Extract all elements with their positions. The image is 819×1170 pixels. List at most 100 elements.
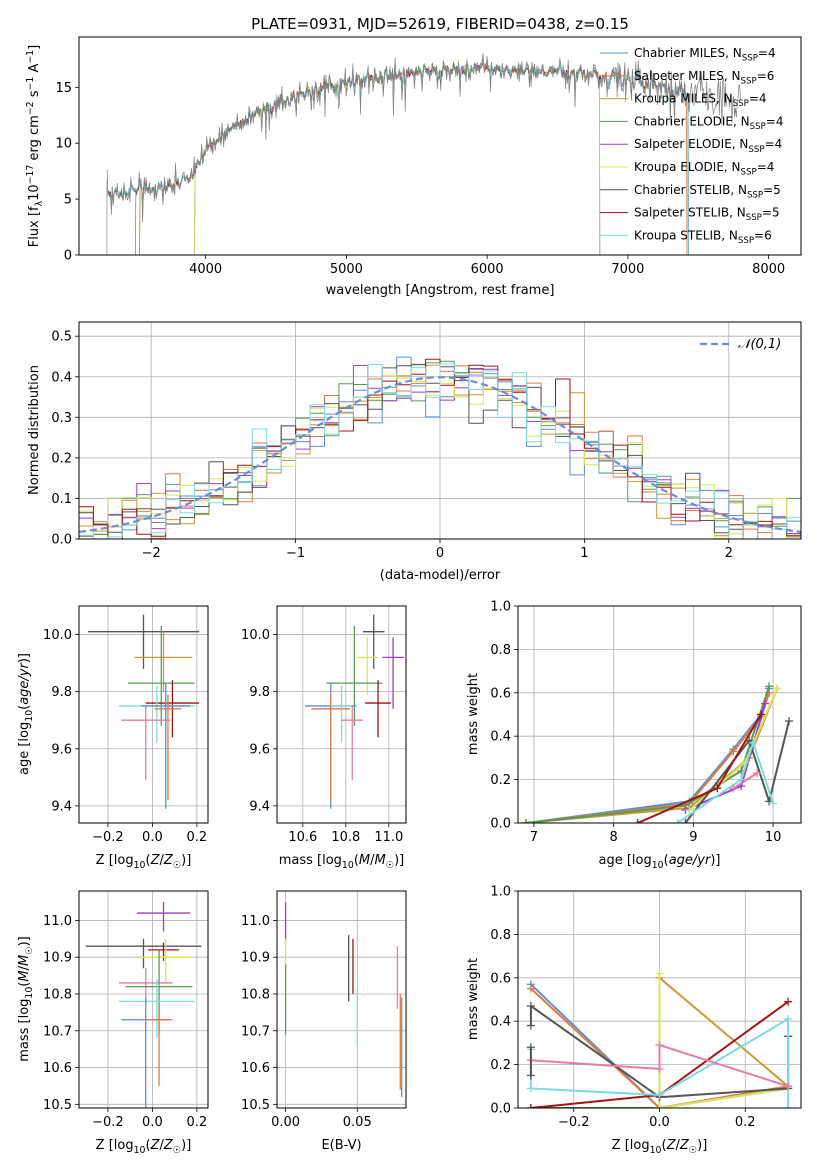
plot-area <box>79 356 801 539</box>
y-tick-label: 9.8 <box>51 685 72 700</box>
plot-area <box>526 969 793 1108</box>
mass-weight-line <box>525 688 771 823</box>
legend-label: Salpeter ELODIE, NSSP=4 <box>634 137 782 155</box>
x-axis-label: wavelength [Angstrom, rest frame] <box>326 283 555 298</box>
y-tick-label: 1.0 <box>490 885 511 900</box>
y-tick-label: 0.5 <box>51 330 72 345</box>
error-bar <box>87 614 200 669</box>
error-bar <box>145 1008 173 1086</box>
y-tick-label: 0.8 <box>490 643 511 658</box>
ticks: −0.2 0.0 0.2 0.0 0.2 0.4 0.6 0.8 1.0 <box>490 885 755 1131</box>
y-tick-label: 10.0 <box>241 628 270 643</box>
plot-area <box>87 614 200 809</box>
x-axis-label: mass [log10(M/M☉)] <box>279 853 405 871</box>
error-bar <box>85 938 202 969</box>
error-bar <box>119 979 195 1039</box>
mass-weight-line <box>530 1044 789 1088</box>
y-tick-label: 0.2 <box>490 773 511 788</box>
axes-frame <box>517 890 802 1109</box>
ticks: 4000 5000 6000 7000 8000 0 5 10 15 <box>55 81 785 277</box>
grid <box>277 606 406 823</box>
x-tick-label: 0.05 <box>343 1115 372 1130</box>
y-tick-label: 10.0 <box>43 628 72 643</box>
axes-frame <box>276 605 407 824</box>
y-tick-label: 15 <box>55 81 72 96</box>
axes-frame <box>78 605 209 824</box>
ticks: −0.2 0.0 0.2 10.5 10.6 10.7 10.8 10.9 11.0 <box>43 914 207 1130</box>
legend-label: Kroupa ELODIE, NSSP=4 <box>634 160 774 178</box>
x-tick-label: 7 <box>530 830 538 845</box>
x-tick-label: −0.2 <box>92 1115 124 1130</box>
y-axis-label: Normed distribution <box>27 365 42 495</box>
y-tick-label: 0.6 <box>490 686 511 701</box>
error-bar <box>119 685 195 744</box>
y-tick-label: 0.0 <box>51 533 72 548</box>
ticks: 7 8 9 10 0.0 0.2 0.4 0.6 0.8 1.0 <box>490 600 781 846</box>
mass-weight-line <box>658 973 789 1108</box>
y-tick-label: 0.0 <box>490 817 511 832</box>
error-bar <box>363 614 385 669</box>
x-tick-label: 0 <box>436 546 444 561</box>
y-tick-label: 10.6 <box>43 1061 72 1076</box>
error-bar <box>341 705 363 781</box>
x-tick-label: 6000 <box>471 262 504 277</box>
age-massweight-panel: 7 8 9 10 0.0 0.2 0.4 0.6 0.8 1.0 age [log10(age/yr… <box>466 600 802 871</box>
mass-weight-line <box>525 688 779 823</box>
y-tick-label: 0.0 <box>490 1102 511 1117</box>
spectrum-model-line <box>194 57 601 255</box>
z-mass-panel: −0.2 0.0 0.2 10.5 10.6 10.7 10.8 10.9 11.0 Z [log… <box>17 890 209 1156</box>
mass-age-panel: 10.6 10.8 11.0 9.4 9.6 9.8 10.0 mass [log10(M/M… <box>241 605 407 871</box>
x-tick-label: 11.0 <box>374 830 403 845</box>
plot-area <box>284 902 403 1097</box>
y-axis-label: mass weight <box>466 673 481 755</box>
x-axis-label: age [log10(age/yr)] <box>598 853 720 871</box>
error-bar <box>311 694 351 801</box>
x-tick-label: −2 <box>142 546 161 561</box>
spectrum-model-line <box>194 58 601 255</box>
axes-frame <box>276 890 407 1109</box>
x-tick-label: 10.8 <box>331 830 360 845</box>
mass-weight-line <box>676 741 775 823</box>
histogram-step-line <box>79 363 801 539</box>
spectrum-model-line <box>139 56 688 255</box>
y-tick-label: 0.4 <box>490 730 511 745</box>
y-tick-label: 9.6 <box>249 742 270 757</box>
x-tick-label: 10.6 <box>288 830 317 845</box>
x-tick-label: 8000 <box>752 262 785 277</box>
ebv-mass-panel: 0.00 0.05 10.5 10.6 10.7 10.8 10.9 11.0 E(B-V) <box>241 890 407 1153</box>
y-tick-label: 9.4 <box>51 799 72 814</box>
error-bar <box>326 625 383 726</box>
plot-area <box>85 902 202 1108</box>
y-tick-label: 10.5 <box>241 1098 270 1113</box>
normal-curve <box>79 376 801 533</box>
legend-label: Chabrier ELODIE, NSSP=4 <box>634 114 783 132</box>
legend-label: Chabrier MILES, NSSP=4 <box>634 46 776 64</box>
y-axis-label: Flux [fλ10−17 erg cm−2 s−1 A−1] <box>25 45 45 247</box>
y-tick-label: 10.7 <box>43 1024 72 1039</box>
ticks: −2 −1 0 1 2 0.0 0.1 0.2 0.3 0.4 0.5 <box>51 330 733 561</box>
x-axis-label: (data-model)/error <box>380 568 501 583</box>
y-tick-label: 0.4 <box>490 1015 511 1030</box>
x-tick-label: 0.0 <box>649 1115 670 1130</box>
mass-weight-line <box>732 772 758 790</box>
ticks: −0.2 0.0 0.2 9.4 9.6 9.8 10.0 <box>43 628 207 845</box>
x-tick-label: 0.2 <box>735 1115 756 1130</box>
spectrum-model-line <box>134 56 689 255</box>
legend-label: Kroupa MILES, NSSP=4 <box>634 92 767 110</box>
x-tick-label: −1 <box>286 546 305 561</box>
y-tick-label: 0.1 <box>51 492 72 507</box>
error-bar <box>127 625 195 726</box>
y-tick-label: 0.2 <box>490 1058 511 1073</box>
legend: Chabrier MILES, NSSP=4 Salpeter MILES, NS… <box>600 46 783 246</box>
plot-area <box>304 614 404 809</box>
error-bar <box>356 637 379 695</box>
x-tick-label: 0.2 <box>187 1115 208 1130</box>
error-bar <box>382 637 404 709</box>
ticks: 0.00 0.05 10.5 10.6 10.7 10.8 10.9 11.0 <box>241 914 372 1130</box>
y-tick-label: 9.4 <box>249 799 270 814</box>
mass-weight-line <box>525 692 771 823</box>
y-tick-label: 10.9 <box>43 951 72 966</box>
x-tick-label: −0.2 <box>558 1115 590 1130</box>
x-tick-label: 1 <box>580 546 588 561</box>
axes-frame <box>517 605 802 824</box>
